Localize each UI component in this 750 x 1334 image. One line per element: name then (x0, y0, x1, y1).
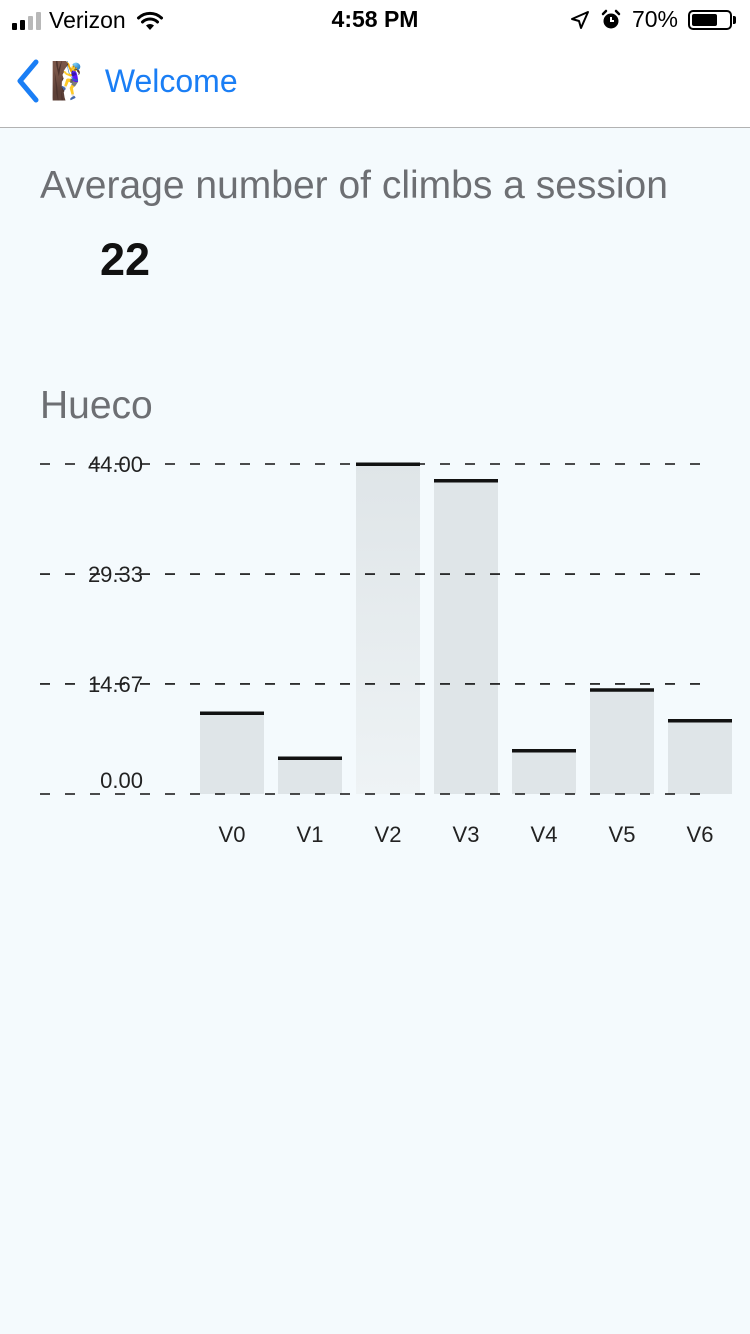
x-tick-label: V6 (687, 822, 714, 847)
x-tick-label: V5 (609, 822, 636, 847)
bar-v2 (356, 464, 420, 794)
status-right: 70% (570, 6, 736, 33)
back-button[interactable]: 🧗‍♀️ Welcome (14, 58, 238, 104)
location-arrow-icon (570, 10, 589, 29)
bar-cap-v2 (356, 462, 420, 466)
bar-v4 (512, 750, 576, 794)
carrier-name: Verizon (49, 7, 126, 33)
x-tick-label: V1 (297, 822, 324, 847)
wifi-icon (136, 11, 163, 30)
bar-cap-v5 (590, 688, 654, 692)
signal-bars-icon (12, 11, 41, 30)
navigation-bar: 🧗‍♀️ Welcome (0, 40, 750, 128)
y-tick-label: 0.00 (100, 768, 143, 793)
average-climbs-value: 22 (100, 234, 151, 285)
chart-title: Hueco (40, 384, 153, 427)
x-tick-label: V0 (219, 822, 246, 847)
climber-emoji: 🧗‍♀️ (50, 60, 95, 101)
status-bar: Verizon 4:58 PM 70% (0, 0, 750, 40)
status-left: Verizon (12, 7, 164, 34)
bar-v3 (434, 480, 498, 794)
bar-cap-v3 (434, 479, 498, 483)
bar-cap-v0 (200, 711, 264, 715)
chevron-left-icon (17, 59, 39, 103)
bar-v1 (278, 758, 342, 794)
y-tick-label: 44.00 (88, 452, 143, 477)
battery-icon (688, 9, 736, 30)
x-tick-label: V3 (453, 822, 480, 847)
bar-v0 (200, 713, 264, 794)
battery-percent: 70% (631, 6, 678, 32)
bar-v5 (590, 689, 654, 794)
hueco-bar-chart: 0.00 14.67 29.33 44.00 V0 V1 V2 V3 V4 V5 V6 (40, 452, 732, 847)
x-tick-label: V4 (531, 822, 558, 847)
bar-v6 (668, 720, 732, 794)
bar-cap-v6 (668, 719, 732, 723)
y-tick-label: 29.33 (88, 562, 143, 587)
alarm-clock-icon (601, 9, 621, 28)
x-tick-label: V2 (375, 822, 402, 847)
bar-cap-v1 (278, 756, 342, 760)
y-tick-label: 14.67 (88, 672, 143, 697)
bar-cap-v4 (512, 749, 576, 753)
average-climbs-heading: Average number of climbs a session (40, 164, 668, 207)
status-time: 4:58 PM (331, 6, 419, 32)
back-label: Welcome (104, 62, 238, 99)
